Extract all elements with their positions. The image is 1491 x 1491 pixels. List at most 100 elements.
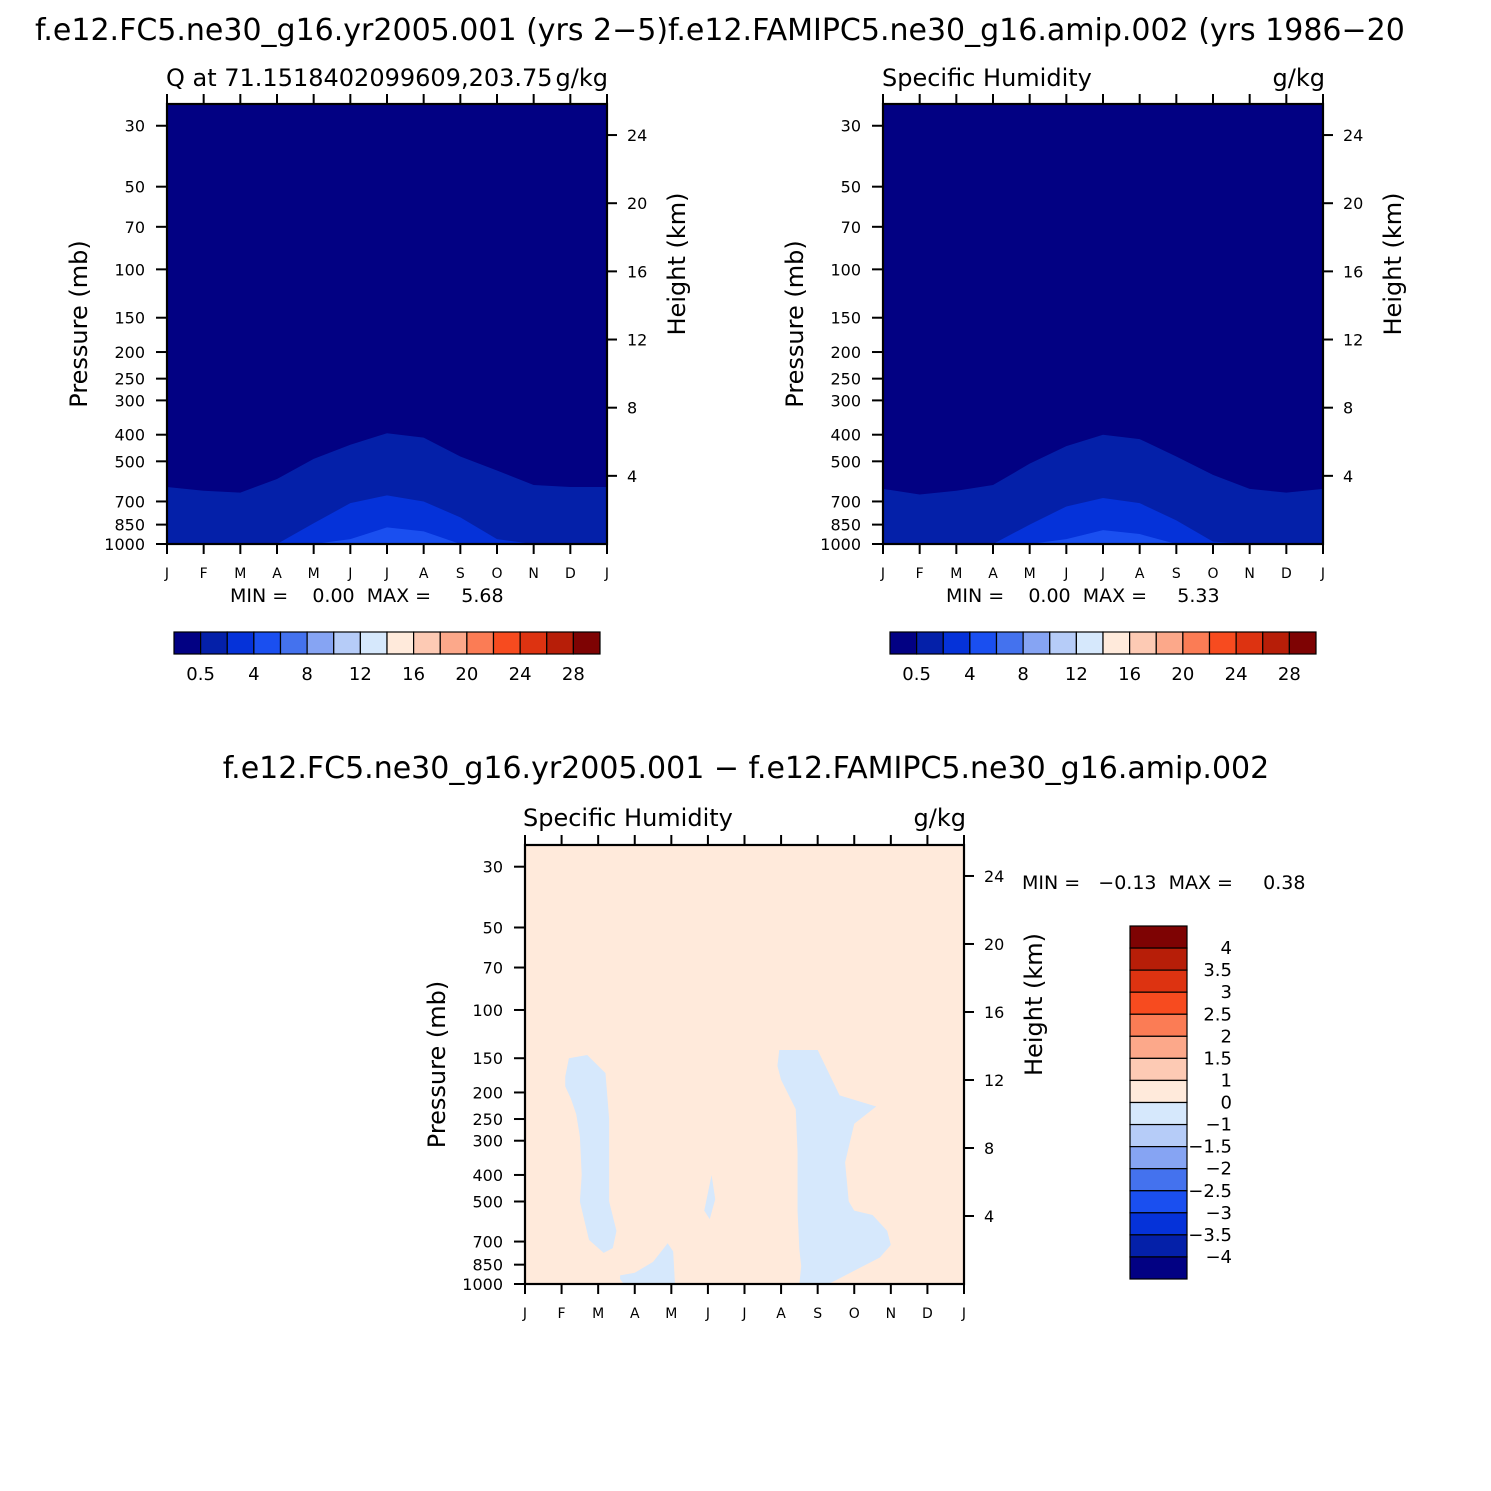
panel-1-height-label: 16 (627, 262, 647, 281)
panel-2-colorbar-box (1022, 631, 1051, 655)
panel-3-colorbar-label: 3 (1221, 982, 1232, 1003)
panel-3-month-label: A (776, 1306, 786, 1322)
panel-1-month-label: J (384, 566, 389, 582)
panel-1-pressure-label: 300 (114, 391, 145, 410)
panel-3-pressure-label: 150 (472, 1049, 503, 1068)
panel-3-height-label: 4 (984, 1207, 994, 1226)
panel-3-colorbar-box (1129, 1101, 1188, 1126)
panel-1-colorbar-box (466, 631, 495, 655)
panel-1-colorbar-box (386, 631, 415, 655)
panel-3-pressure-label: 30 (483, 858, 503, 877)
panel-1-pressure-label: 250 (114, 370, 145, 389)
panel-2-contour-fill-0.5 (883, 434, 1323, 544)
panel-2-colorbar-label: 28 (1278, 664, 1301, 685)
panel-1-colorbar-label: 24 (509, 664, 532, 685)
panel-2-pressure-label: 1000 (820, 535, 861, 554)
panel-3-month-label: M (592, 1306, 604, 1322)
panel-3-colorbar-box (1129, 1079, 1188, 1104)
panel-2-pressure-label: 30 (841, 117, 861, 136)
panel-2-ylabel-right: Height (km) (1379, 193, 1407, 336)
panel-3-negative-region-feb-mar (565, 1055, 617, 1253)
panel-1-colorbar-box (253, 631, 282, 655)
panel-1-colorbar-label: 12 (349, 664, 372, 685)
panel-3-plot: J F M A M J J A S O N D J 30 50 70 100 150 200 250 300 400 500… (423, 835, 1048, 1322)
panel-1: f.e12.FC5.ne30_g16.yr2005.001 (yrs 2−5) … (35, 13, 691, 685)
panel-3-month-label: S (813, 1306, 822, 1322)
panel-1-pressure-label: 150 (114, 309, 145, 328)
panel-2-colorbar-box (1075, 631, 1104, 655)
panel-3-colorbar-label: −3 (1205, 1203, 1232, 1224)
panel-1-colorbar-box (413, 631, 441, 655)
panel-1-height-label: 8 (627, 399, 637, 418)
panel-3-colorbar-label: −2.5 (1188, 1181, 1232, 1202)
panel-1-height-label: 20 (627, 194, 647, 213)
panel-1-right-string: g/kg (556, 64, 608, 92)
panel-1-colorbar-box (333, 631, 361, 655)
panel-2-month-label: M (1024, 566, 1036, 582)
panel-3-colorbar-label: 4 (1221, 938, 1232, 959)
panel-1-height-label: 4 (627, 467, 637, 486)
panel-2-month-label: J (1100, 566, 1105, 582)
panel-1-contour-fill-0.5 (167, 433, 607, 544)
panel-3-month-label: D (922, 1306, 933, 1322)
panel-1-colorbar-box (306, 631, 335, 655)
panel-3-pressure-label: 400 (472, 1166, 503, 1185)
panel-2-pressure-label: 150 (830, 309, 861, 328)
panel-2-month-label: F (916, 566, 924, 582)
panel-1-colorbar-box (492, 631, 521, 655)
panel-3-month-label: F (558, 1306, 566, 1322)
panel-2-right-string: g/kg (1273, 64, 1325, 92)
panel-1-colorbar-box (546, 631, 574, 655)
panel-1-pressure-label: 1000 (104, 535, 145, 554)
panel-3-pressure-label: 700 (472, 1233, 503, 1252)
panel-2-colorbar-box (916, 631, 944, 655)
panel-3-colorbar-box (1129, 1168, 1188, 1192)
panel-1-colorbar-label: 28 (562, 664, 585, 685)
panel-2-contour-fill-2 (883, 530, 1323, 544)
panel-1-month-label: A (419, 566, 429, 582)
panel-3-colorbar-label: −1 (1205, 1115, 1232, 1136)
panel-2-colorbar-box (1208, 631, 1237, 655)
panel-2-month-label: D (1281, 566, 1292, 582)
panel-3-colorbar-box (1129, 1146, 1188, 1170)
panel-2-month-label: A (1135, 566, 1145, 582)
panel-2-month-label: M (950, 566, 962, 582)
panel-3-colorbar-box (1129, 1234, 1188, 1258)
panel-3-colorbar-label: 0 (1221, 1093, 1232, 1114)
panel-2-colorbar-box (1102, 631, 1131, 655)
panel-3-pressure-label: 500 (472, 1193, 503, 1212)
panel-2-ylabel-left: Pressure (mb) (781, 240, 809, 407)
panel-2-colorbar-label: 20 (1171, 664, 1194, 685)
panel-1-colorbar-box (519, 631, 548, 655)
panel-1-month-label: A (272, 566, 282, 582)
panel-1-height-label: 12 (627, 331, 647, 350)
panel-3-colorbar-label: 1 (1221, 1070, 1232, 1091)
panel-1-pressure-label: 70 (125, 218, 145, 237)
panel-3-colorbar-label: 2.5 (1203, 1004, 1232, 1025)
panel-3-colorbar-box (1129, 947, 1188, 971)
panel-3-height-label: 16 (984, 1003, 1004, 1022)
panel-3-colorbar-box (1129, 1057, 1188, 1082)
panel-3-colorbar-box (1129, 1123, 1188, 1148)
panel-2-month-label: A (988, 566, 998, 582)
panel-1-colorbar-label: 4 (248, 664, 259, 685)
panel-3-colorbar-label: 3.5 (1203, 960, 1232, 981)
panel-2-pressure-label: 850 (830, 516, 861, 535)
panel-3-colorbar-box (1129, 1013, 1188, 1037)
panel-2-colorbar-label: 24 (1225, 664, 1248, 685)
panel-3-pressure-label: 250 (472, 1110, 503, 1129)
panel-2-colorbar-box (1155, 631, 1184, 655)
panel-2-colorbar-label: 16 (1118, 664, 1141, 685)
panel-2-pressure-label: 200 (830, 343, 861, 362)
panel-3-colorbar-label: −3.5 (1188, 1225, 1232, 1246)
panel-3-negative-region-apr-may (620, 1243, 675, 1284)
panel-1-colorbar-box (226, 631, 255, 655)
panel-2-colorbar-box (1129, 631, 1157, 655)
panel-1-colorbar-label: 20 (455, 664, 478, 685)
panel-2-colorbar-label: 8 (1017, 664, 1028, 685)
panel-1-month-label: M (308, 566, 320, 582)
panel-2-colorbar-box (969, 631, 998, 655)
panel-3-month-label: O (849, 1306, 860, 1322)
panel-1-colorbar-box (173, 631, 202, 655)
panel-1-pressure-label: 850 (114, 516, 145, 535)
